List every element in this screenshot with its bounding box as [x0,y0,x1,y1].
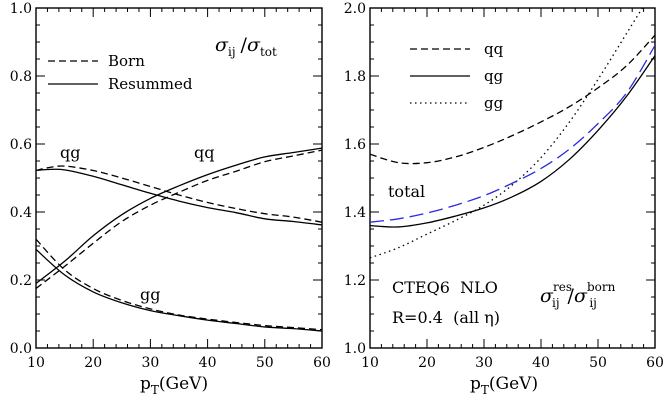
left-x-tick-label: 30 [141,355,159,371]
right-corner-sub-ij-1: ij [552,296,560,310]
curve-label-gg: gg [140,285,160,304]
left-x-axis-sub-t: T [151,383,159,397]
left-x-tick-label: 50 [256,355,274,371]
right-tick-marks [369,7,656,349]
right-x-tick-label: 40 [532,355,550,371]
right-plot-frame [369,7,656,349]
series-gg-solid-line [36,248,322,332]
right-x-tick-label: 30 [475,355,493,371]
right-y-tick-label: 1.2 [344,273,366,289]
curve-label-qq: qq [194,143,214,162]
right-panel: 10 20 30 40 50 601.01.21.41.61.82.0 qq qg gg … [344,1,664,397]
legend-resummed-label: Resummed [108,75,193,93]
right-x-tick-label: 10 [361,355,379,371]
left-tick-labels: 10 20 30 40 50 60 0.0 0.2 0.4 0.6 0.8 1.0 [10,1,331,371]
right-corner-slash: / [568,285,575,307]
left-panel: 10 20 30 40 50 60 0.0 0.2 0.4 0.6 0.8 1.0 Born Resu… [10,1,331,397]
legend-gg-label: gg [484,94,504,112]
right-x-axis-label: pT(GeV) [470,374,538,397]
right-x-axis-p: p [470,374,481,394]
curve-label-qg: qg [60,143,80,162]
left-corner-sigma-2: σ [247,34,261,56]
left-x-axis-label: pT(GeV) [140,374,208,397]
right-corner-sup-res: res [553,280,572,294]
right-corner-sup-born: born [587,280,616,294]
left-y-tick-label: 0.6 [10,137,32,153]
annotation-cteq6-nlo: CTEQ6 NLO [392,278,498,297]
series-qg-solid-line [36,168,322,226]
right-y-tick-label: 1.0 [344,341,366,357]
series-qq-dashed-line [370,34,655,165]
left-y-tick-label: 0.8 [10,69,32,85]
right-tick-labels: 10 20 30 40 50 60 1.0 1.2 1.4 1.6 1.8 2.0 [344,1,664,371]
right-y-tick-label: 1.8 [344,69,366,85]
right-y-tick-label: 1.6 [344,137,366,153]
left-x-axis-unit: (GeV) [159,374,208,394]
annotation-cone-size: R=0.4 (all η) [392,308,500,327]
right-x-tick-label: 60 [646,355,664,371]
left-y-tick-label: 0.4 [10,205,32,221]
series-qq-dashed-line [36,149,322,290]
series-qg-dashed-line [36,165,322,223]
series-gg-dotted-line [370,8,644,259]
left-x-axis-p: p [140,374,151,394]
annotation-total: total [388,182,425,201]
legend-born-label: Born [108,52,145,70]
left-x-tick-label: 40 [199,355,217,371]
left-corner-sub-tot: tot [260,45,277,59]
left-corner-label: σij/σtot [215,34,277,59]
right-x-axis-unit: (GeV) [489,374,538,394]
series-qg-solid-line [370,55,655,228]
left-x-tick-label: 20 [84,355,102,371]
right-legend: qq qg gg [410,40,504,112]
series-gg-dashed-line [36,238,322,331]
series-total-long-dashed-line [370,45,655,223]
right-curves [370,8,655,259]
right-y-tick-label: 1.4 [344,205,366,221]
left-corner-sub-ij: ij [228,45,236,59]
left-x-tick-label: 10 [27,355,45,371]
legend-qg-label: qg [484,67,504,85]
left-y-tick-label: 1.0 [10,1,32,17]
series-qq-solid-line [36,147,322,284]
left-curves [36,147,322,332]
right-corner-sigma-1: σ [540,285,554,307]
right-corner-sigma-2: σ [574,285,588,307]
legend-qq-label: qq [484,40,504,58]
left-corner-sigma-1: σ [215,34,229,56]
left-corner-slash: / [241,34,248,56]
right-x-axis-sub-t: T [481,383,489,397]
left-tick-marks [35,7,323,349]
right-corner-label: σres ij/σborn ij [540,280,616,310]
left-y-tick-label: 0.0 [10,341,32,357]
right-x-tick-label: 50 [589,355,607,371]
right-y-tick-label: 2.0 [344,1,366,17]
left-x-tick-label: 60 [313,355,331,371]
right-corner-sub-ij-2: ij [589,296,597,310]
left-legend: Born Resummed [48,52,193,93]
left-y-tick-label: 0.2 [10,273,32,289]
right-x-tick-label: 20 [418,355,436,371]
left-plot-frame [35,7,323,349]
